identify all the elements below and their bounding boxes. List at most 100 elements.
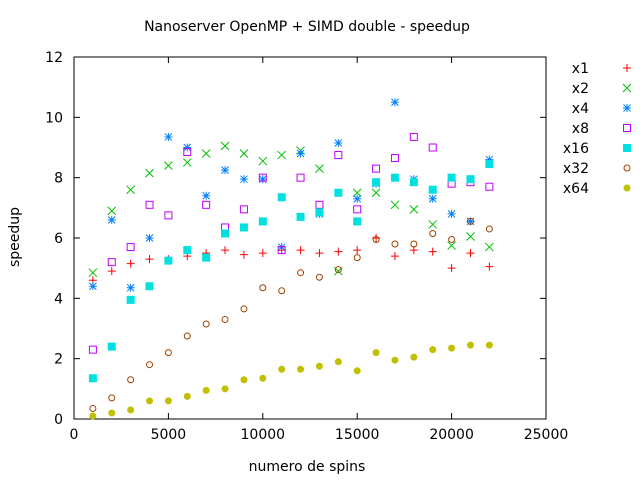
data-point-x4 bbox=[183, 143, 192, 152]
data-point-x64 bbox=[221, 385, 229, 393]
legend-label-x16: x16 bbox=[563, 141, 589, 157]
legend-label-x2: x2 bbox=[572, 81, 589, 97]
data-point-x8 bbox=[372, 164, 381, 173]
data-point-x1 bbox=[239, 250, 248, 259]
data-point-x32 bbox=[240, 305, 248, 313]
data-point-x32 bbox=[391, 240, 399, 248]
data-point-x2 bbox=[466, 232, 475, 241]
data-point-x32 bbox=[372, 236, 380, 244]
data-point-x64 bbox=[315, 362, 323, 370]
data-point-x2 bbox=[390, 200, 400, 210]
x-tick-label: 20000 bbox=[429, 427, 474, 443]
data-point-x4 bbox=[353, 194, 362, 203]
data-point-x16 bbox=[183, 246, 192, 255]
y-tick-label: 2 bbox=[54, 352, 63, 368]
data-point-x4 bbox=[428, 194, 437, 203]
data-point-x64 bbox=[278, 365, 286, 373]
data-point-x8 bbox=[353, 205, 362, 214]
data-point-x32 bbox=[89, 404, 97, 412]
data-point-x16 bbox=[126, 295, 135, 304]
data-point-x2 bbox=[164, 161, 173, 170]
data-point-x8 bbox=[390, 154, 399, 163]
data-point-x16 bbox=[221, 229, 230, 238]
data-point-x64 bbox=[466, 341, 474, 349]
data-point-x2 bbox=[88, 268, 98, 278]
data-point-x8 bbox=[88, 345, 97, 354]
data-point-x32 bbox=[127, 376, 135, 384]
legend-label-x8: x8 bbox=[572, 121, 589, 137]
data-point-x16 bbox=[372, 178, 381, 187]
data-point-x4 bbox=[88, 282, 97, 291]
data-point-x64 bbox=[297, 365, 305, 373]
data-point-x64 bbox=[259, 374, 267, 382]
data-point-x32 bbox=[221, 315, 229, 323]
data-point-x32 bbox=[429, 229, 437, 237]
data-point-x16 bbox=[107, 342, 116, 351]
legend-label-x32: x32 bbox=[563, 161, 589, 177]
data-point-x16 bbox=[88, 374, 97, 383]
data-point-x8 bbox=[258, 173, 267, 182]
data-point-x1 bbox=[126, 259, 135, 268]
data-point-x32 bbox=[334, 266, 342, 274]
legend-marker-x2 bbox=[622, 83, 632, 93]
legend-marker-x4 bbox=[623, 104, 631, 112]
data-point-x32 bbox=[146, 361, 154, 369]
data-point-x1 bbox=[466, 249, 475, 258]
data-point-x2 bbox=[447, 241, 456, 250]
legend-marker-x64 bbox=[623, 184, 631, 192]
data-point-x32 bbox=[448, 236, 456, 244]
data-point-x2 bbox=[239, 149, 249, 158]
data-point-x1 bbox=[315, 249, 324, 258]
data-point-x8 bbox=[126, 243, 135, 252]
y-tick-label: 6 bbox=[54, 231, 63, 247]
legend-label-x64: x64 bbox=[563, 181, 589, 197]
legend-label-x4: x4 bbox=[572, 101, 589, 117]
data-point-x4 bbox=[390, 98, 399, 107]
data-point-x64 bbox=[127, 406, 135, 414]
data-point-x1 bbox=[428, 247, 437, 256]
data-point-x8 bbox=[202, 200, 211, 209]
data-point-x2 bbox=[371, 188, 381, 198]
data-point-x4 bbox=[145, 234, 154, 242]
data-point-x32 bbox=[297, 269, 305, 277]
data-point-x16 bbox=[485, 160, 494, 169]
data-point-x64 bbox=[372, 349, 380, 357]
data-point-x1 bbox=[145, 255, 154, 264]
data-point-x4 bbox=[107, 215, 116, 224]
data-point-x4 bbox=[447, 209, 456, 218]
legend: x1 x2 x4 x8 x16 x32 x64 bbox=[563, 61, 632, 197]
y-axis-label: speedup bbox=[7, 207, 23, 267]
data-point-x16 bbox=[277, 193, 286, 202]
data-point-x16 bbox=[296, 212, 305, 221]
data-point-x32 bbox=[164, 349, 172, 357]
data-point-x4 bbox=[126, 283, 135, 292]
data-point-x64 bbox=[410, 353, 418, 361]
data-point-x2 bbox=[220, 141, 230, 151]
data-point-x1 bbox=[447, 264, 456, 273]
x-tick-label: 0 bbox=[70, 427, 79, 443]
data-point-x1 bbox=[485, 262, 494, 271]
data-point-x64 bbox=[391, 356, 399, 364]
data-point-x2 bbox=[107, 206, 117, 216]
data-point-x64 bbox=[202, 386, 210, 394]
data-point-x64 bbox=[240, 376, 248, 384]
data-point-x2 bbox=[485, 242, 494, 252]
data-point-x32 bbox=[108, 394, 116, 402]
data-point-x2 bbox=[277, 150, 287, 160]
data-point-x64 bbox=[89, 412, 97, 420]
data-point-x32 bbox=[353, 254, 361, 262]
data-point-x16 bbox=[428, 185, 437, 194]
data-point-x2 bbox=[315, 164, 324, 173]
data-point-x8 bbox=[409, 132, 418, 141]
data-point-x32 bbox=[315, 273, 323, 281]
data-point-x64 bbox=[183, 392, 191, 400]
data-point-x4 bbox=[296, 149, 305, 158]
data-point-x16 bbox=[239, 223, 248, 232]
data-point-x32 bbox=[202, 320, 210, 328]
data-point-x16 bbox=[315, 208, 324, 217]
data-point-x8 bbox=[277, 246, 286, 255]
data-point-x16 bbox=[447, 173, 456, 182]
data-point-x64 bbox=[108, 409, 116, 417]
y-tick-label: 10 bbox=[45, 110, 63, 126]
data-point-x32 bbox=[183, 332, 191, 340]
